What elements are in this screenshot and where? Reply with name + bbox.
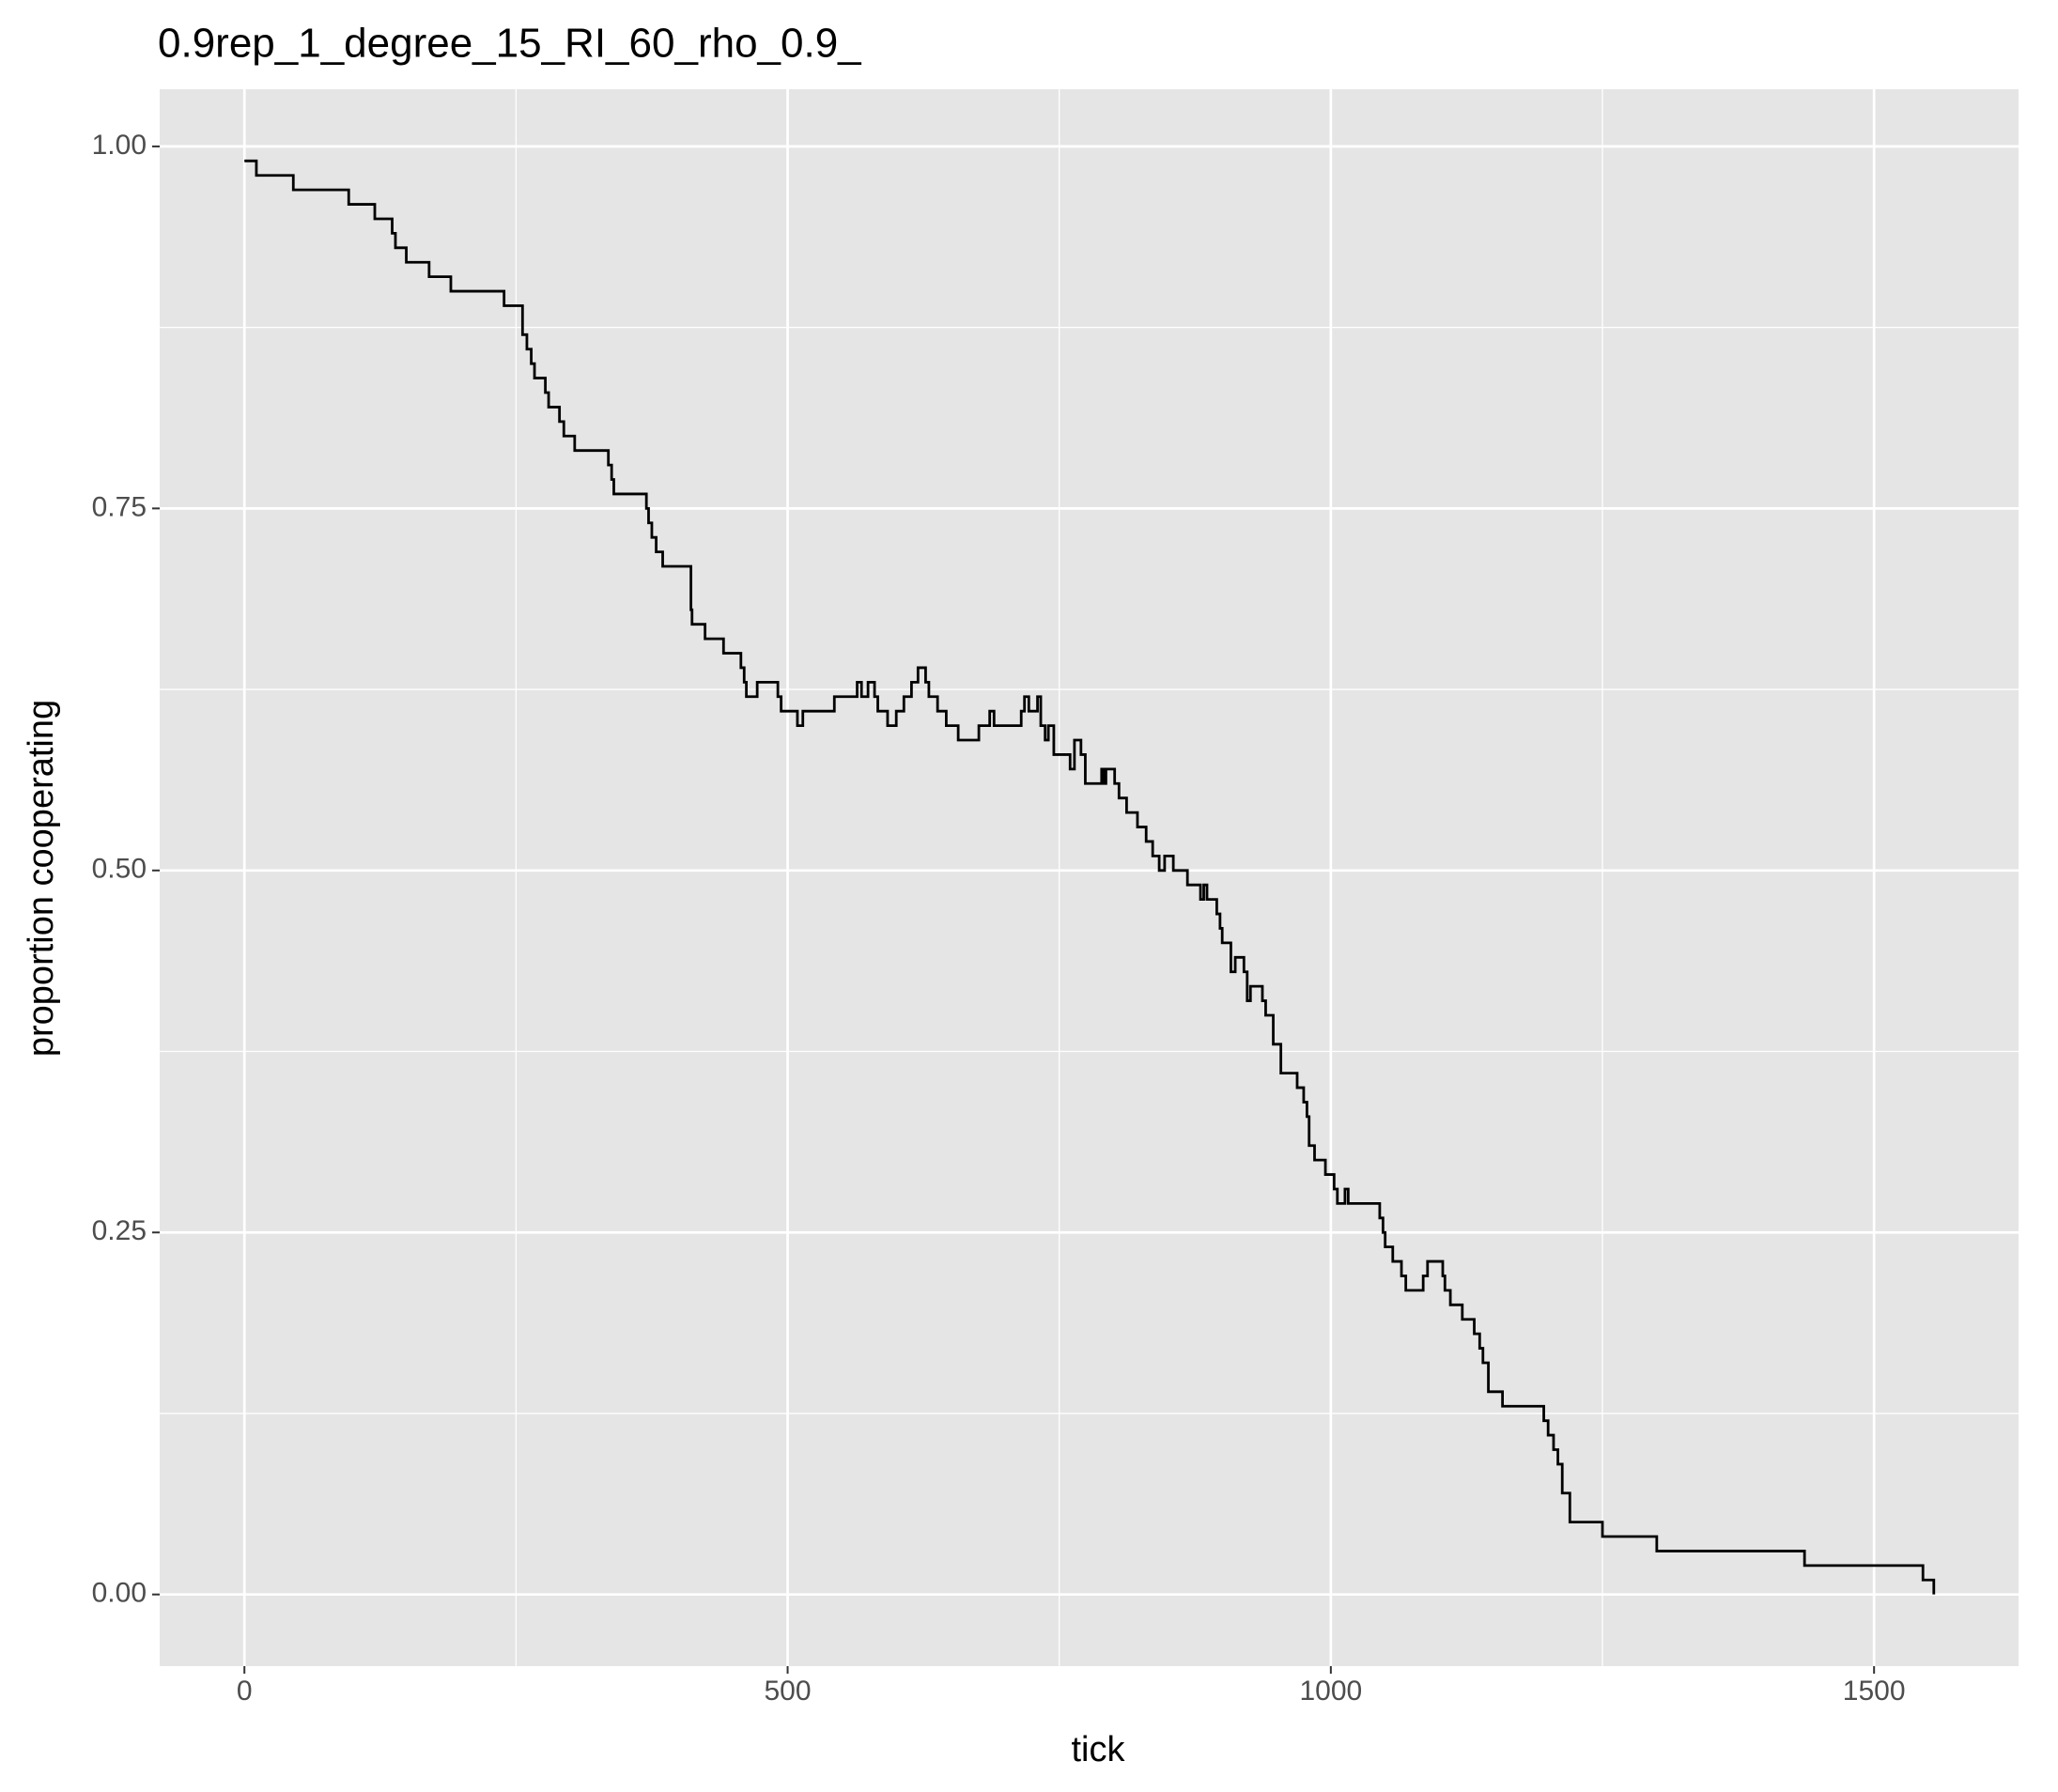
step-line xyxy=(244,159,1936,1595)
x-tick-label: 1000 xyxy=(1299,1676,1362,1707)
y-tick-label: 0.50 xyxy=(92,854,147,885)
x-tick-label: 1500 xyxy=(1843,1676,1906,1707)
x-tick-label: 0 xyxy=(237,1676,253,1707)
y-tick-label: 0.00 xyxy=(92,1578,147,1609)
x-tick-label: 500 xyxy=(765,1676,812,1707)
y-tick-label: 0.25 xyxy=(92,1215,147,1246)
y-tick-label: 0.75 xyxy=(92,491,147,522)
y-tick-label: 1.00 xyxy=(92,130,147,161)
y-axis-title: proportion cooperating xyxy=(22,700,61,1057)
x-axis-title: tick xyxy=(1072,1730,1126,1769)
chart-title: 0.9rep_1_degree_15_RI_60_rho_0.9_ xyxy=(158,21,861,67)
plot-panel xyxy=(160,89,2019,1666)
